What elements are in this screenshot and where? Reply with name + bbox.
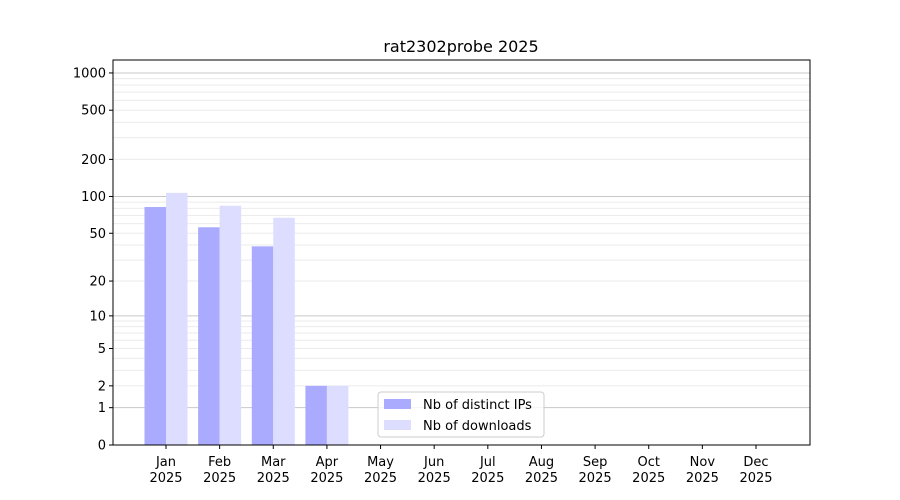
y-tick-label: 50 <box>89 227 106 242</box>
y-tick-label: 1 <box>98 401 106 416</box>
y-tick-label: 5 <box>98 342 106 357</box>
y-tick-label: 500 <box>81 104 106 119</box>
x-tick-label: Jun <box>423 455 444 470</box>
bar <box>219 205 242 445</box>
x-tick-label: 2025 <box>471 471 504 486</box>
legend-swatch <box>384 420 411 430</box>
x-tick-label: 2025 <box>418 471 451 486</box>
x-tick-label: 2025 <box>739 471 772 486</box>
x-tick-label: 2025 <box>686 471 719 486</box>
bar <box>273 217 295 445</box>
x-tick-label: 2025 <box>579 471 612 486</box>
x-tick-label: Nov <box>690 455 716 470</box>
y-tick-label: 1000 <box>73 66 106 81</box>
y-tick-label: 2 <box>98 379 106 394</box>
x-tick-label: Aug <box>529 455 554 470</box>
x-tick-label: Dec <box>743 455 768 470</box>
x-tick-label: Jul <box>479 455 496 470</box>
y-tick-label: 100 <box>81 190 106 205</box>
x-tick-label: Oct <box>637 455 659 470</box>
x-tick-label: 2025 <box>632 471 665 486</box>
bar <box>326 385 349 445</box>
y-tick-label: 200 <box>81 153 106 168</box>
bar <box>166 192 188 445</box>
x-tick-label: Jan <box>155 455 176 470</box>
x-tick-label: 2025 <box>525 471 558 486</box>
legend-swatch <box>384 399 411 409</box>
x-tick-label: 2025 <box>310 471 343 486</box>
plot-frame <box>112 59 811 446</box>
y-tick-label: 10 <box>89 309 106 324</box>
x-tick-label: Apr <box>316 455 339 470</box>
legend: Nb of distinct IPs Nb of downloads <box>377 391 545 438</box>
y-tick-label: 0 <box>98 439 106 454</box>
x-tick-label: Feb <box>208 455 231 470</box>
x-tick-label: May <box>367 455 394 470</box>
x-tick-label: Mar <box>261 455 286 470</box>
legend-label: Nb of downloads <box>423 419 532 434</box>
x-tick-label: Sep <box>583 455 608 470</box>
legend-label: Nb of distinct IPs <box>423 398 532 413</box>
x-tick-label: 2025 <box>203 471 236 486</box>
bar <box>251 246 274 445</box>
bar <box>144 207 166 445</box>
bar <box>198 227 220 445</box>
chart-title: rat2302probe 2025 <box>383 37 538 56</box>
x-tick-label: 2025 <box>364 471 397 486</box>
legend-box <box>377 391 545 438</box>
x-tick-label: 2025 <box>149 471 182 486</box>
x-tick-label: 2025 <box>257 471 290 486</box>
y-tick-label: 20 <box>89 275 106 290</box>
bar <box>305 385 327 445</box>
